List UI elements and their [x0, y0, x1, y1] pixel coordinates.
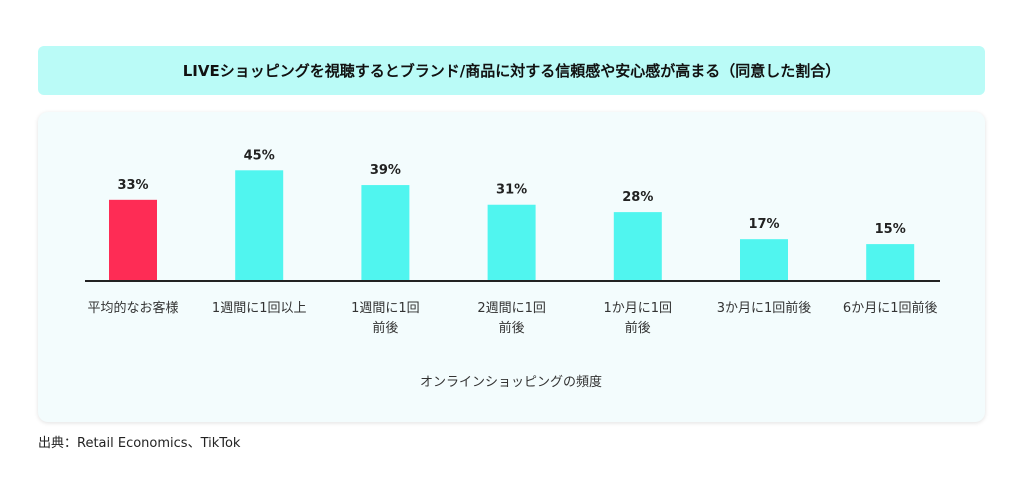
x-tick-label: 1週間に1回 — [351, 301, 420, 316]
bar — [613, 212, 662, 281]
x-tick-label: 前後 — [625, 320, 651, 336]
bar — [109, 199, 157, 281]
x-tick-label: 平均的なお客様 — [87, 300, 178, 316]
x-tick-label: 3か月に1回前後 — [717, 300, 812, 316]
data-label: 33% — [117, 178, 148, 193]
x-tick-label: 前後 — [372, 320, 398, 336]
data-label: 17% — [748, 217, 779, 232]
x-tick-label: 1か月に1回 — [604, 301, 673, 316]
bar — [487, 204, 536, 281]
bar — [235, 170, 284, 281]
x-axis-label: オンラインショッピングの頻度 — [420, 374, 602, 390]
bar — [740, 239, 788, 281]
data-label: 15% — [875, 222, 906, 237]
x-tick-label: 6か月に1回前後 — [843, 300, 938, 316]
chart-title: LIVEショッピングを視聴するとブランド/商品に対する信頼感や安心感が高まる（同… — [38, 46, 985, 95]
bar — [361, 185, 410, 281]
data-label: 39% — [370, 163, 401, 178]
x-tick-label: 前後 — [499, 320, 525, 336]
source-note: 出典：Retail Economics、TikTok — [38, 436, 241, 451]
x-tick-label: 2週間に1回 — [477, 301, 546, 316]
data-label: 45% — [244, 148, 275, 163]
data-label: 31% — [496, 183, 527, 198]
x-tick-label: 1週間に1回以上 — [212, 301, 307, 316]
data-label: 28% — [622, 190, 653, 205]
bar — [866, 244, 915, 281]
